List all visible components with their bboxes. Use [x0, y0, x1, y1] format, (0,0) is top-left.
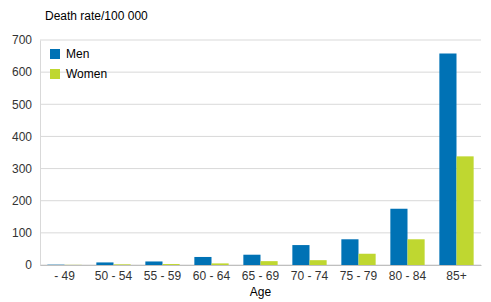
y-tick: 200 [12, 194, 40, 208]
x-tick-label: - 49 [54, 269, 75, 283]
chart: 0 100 200 300 400 500 600 700 - 49 50 - 54 55 - 59… [0, 0, 491, 302]
bar [457, 156, 474, 265]
y-tick-label: 600 [12, 65, 32, 79]
x-tick-label: 60 - 64 [193, 269, 231, 283]
bar [408, 239, 425, 265]
y-tick-label: 300 [12, 162, 32, 176]
legend-label: Men [66, 47, 89, 61]
plot: 0 100 200 300 400 500 600 700 - 49 50 - 54 55 - 59… [12, 33, 482, 282]
y-tick-label: 200 [12, 194, 32, 208]
legend-label: Women [66, 67, 107, 81]
y-tick: 400 [12, 130, 40, 144]
grid-line [40, 232, 481, 233]
bar [292, 245, 309, 265]
grid-line [40, 40, 481, 41]
y-tick: 0 [25, 258, 40, 272]
bar [439, 54, 456, 266]
x-tick: 65 - 69 [242, 265, 280, 283]
x-tick-label: 55 - 59 [144, 269, 182, 283]
grid [40, 40, 481, 265]
bar [212, 263, 229, 265]
bar-series [65, 156, 474, 265]
x-tick: 50 - 54 [95, 265, 133, 283]
bar [310, 260, 327, 265]
x-tick-label: 80 - 84 [389, 269, 427, 283]
grid-line [40, 168, 481, 169]
grid-line [40, 136, 481, 137]
x-tick: 85+ [446, 265, 466, 283]
bar [243, 255, 260, 265]
y-tick-label: 500 [12, 98, 32, 112]
y-tick: 700 [12, 33, 40, 47]
bar [96, 262, 113, 265]
x-tick: 75 - 79 [340, 265, 378, 283]
grid-line [40, 104, 481, 105]
y-tick: 300 [12, 162, 40, 176]
legend-swatch [50, 49, 60, 59]
x-tick-label: 85+ [446, 269, 466, 283]
y-tick-label: 400 [12, 130, 32, 144]
x-axis-line [41, 265, 482, 266]
bar [47, 264, 64, 265]
x-tick: 80 - 84 [389, 265, 427, 283]
bars [47, 54, 473, 266]
bar [194, 257, 211, 265]
y-tick: 600 [12, 65, 40, 79]
x-tick-label: 75 - 79 [340, 269, 378, 283]
x-axis: - 49 50 - 54 55 - 59 60 - 64 65 - 69 70 - 74 7… [41, 265, 482, 283]
y-tick: 500 [12, 98, 40, 112]
bar-series [47, 54, 456, 266]
bar [145, 261, 162, 265]
bar [261, 261, 278, 265]
y-tick-label: 0 [25, 258, 32, 272]
y-axis-line [40, 41, 41, 266]
y-tick-label: 100 [12, 226, 32, 240]
x-tick-label: 70 - 74 [291, 269, 329, 283]
legend-swatch [50, 69, 60, 79]
bar [65, 264, 82, 265]
y-axis: 0 100 200 300 400 500 600 700 [12, 33, 41, 272]
x-tick: 60 - 64 [193, 265, 231, 283]
bar [163, 264, 180, 265]
x-tick: 70 - 74 [291, 265, 329, 283]
bar [114, 264, 131, 265]
x-tick-label: 65 - 69 [242, 269, 280, 283]
legend: Men Women [50, 47, 107, 81]
x-tick: 55 - 59 [144, 265, 182, 283]
y-axis-title: Death rate/100 000 [45, 9, 148, 23]
x-axis-title: Age [250, 285, 272, 299]
y-tick-label: 700 [12, 33, 32, 47]
x-tick: - 49 [54, 265, 75, 283]
grid-line [40, 200, 481, 201]
bar [341, 239, 358, 265]
y-tick: 100 [12, 226, 40, 240]
bar [390, 209, 407, 265]
bar [359, 254, 376, 265]
x-tick-label: 50 - 54 [95, 269, 133, 283]
